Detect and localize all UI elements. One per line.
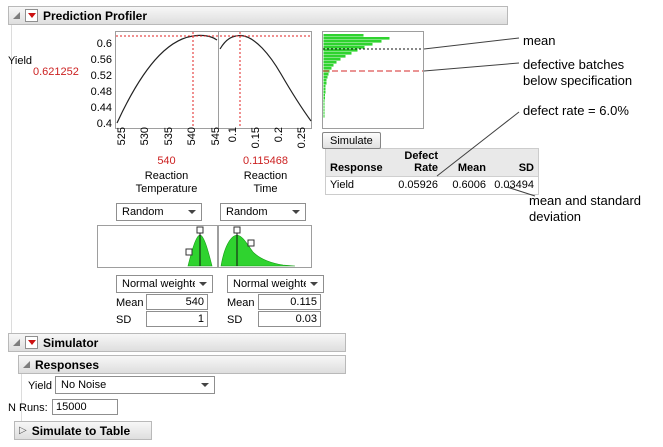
collapse-triangle-icon[interactable] [13,339,20,346]
outline-rail [11,25,12,333]
y-axis-tick: 0.4 [96,118,112,130]
factor-name-line2: Temperature [135,183,198,195]
cell-sd: 0.03494 [494,179,534,191]
simulator-header[interactable]: Simulator [8,333,346,352]
chevron-down-icon [292,210,300,214]
responses-header[interactable]: Responses [18,355,346,374]
sampling-select-value: Random [122,206,164,218]
annotation-defective-batches: defective batches below specification [523,57,633,88]
section-title: Simulator [43,335,99,350]
chevron-down-icon [188,210,196,214]
prediction-profiler-header[interactable]: Prediction Profiler [8,6,508,25]
sampling-select-value: Random [226,206,268,218]
distribution-select-value: Normal weighted [233,278,306,290]
factor-histogram-box-temperature [97,225,218,268]
y-axis-tick: 0.48 [90,86,112,98]
y-axis-title: Yield [8,55,33,67]
sampling-select-temperature[interactable]: Random [116,203,202,221]
collapse-triangle-icon[interactable] [13,12,20,19]
sd-label-temperature: SD [116,314,132,326]
factor-name-line1: Reaction [144,170,189,182]
sd-field-time[interactable] [258,311,321,327]
y-axis-tick: 0.52 [90,70,112,82]
distribution-select-value: Normal weighted [122,278,195,290]
mean-field-temperature[interactable] [146,294,208,310]
collapse-triangle-icon[interactable] [23,361,30,368]
red-triangle-glyph [27,340,36,345]
simulation-histogram-panel [322,31,424,129]
n-runs-label: N Runs: [8,402,48,414]
col-header-response: Response [326,149,384,177]
cell-response: Yield [330,179,355,191]
noise-select[interactable]: No Noise [55,376,215,394]
annotation-mean: mean [523,33,556,48]
n-runs-field[interactable] [52,399,118,415]
profiler-plot-area [115,31,312,129]
disclosure-closed-icon[interactable]: ▷ [19,424,27,436]
section-title: Simulate to Table [31,423,131,438]
noise-select-value: No Noise [61,379,107,391]
distribution-select-temperature[interactable]: Normal weighted [116,275,213,293]
annotation-defect-rate: defect rate = 6.0% [523,103,629,118]
predicted-value: 0.621252 [33,66,79,78]
red-triangle-glyph [27,13,36,18]
sd-field-temperature[interactable] [146,311,208,327]
sampling-select-time[interactable]: Random [220,203,306,221]
factor-name-line1: Reaction [243,170,288,182]
mean-label-time: Mean [227,297,255,309]
red-triangle-menu-icon[interactable] [25,336,38,349]
yield-response-label: Yield [28,380,53,392]
col-header-defect-rate: Defect Rate [384,149,442,177]
outline-rail [21,374,22,421]
col-header-sd: SD [490,149,538,177]
factor-name-line2: Time [253,183,278,195]
y-axis-tick: 0.56 [90,54,112,66]
section-title: Prediction Profiler [43,8,148,23]
factor-value-temperature: 540 [157,155,176,167]
connector-line-mean [423,37,520,50]
distribution-select-time[interactable]: Normal weighted [227,275,324,293]
cell-defect-rate: 0.05926 [398,179,438,191]
chevron-down-icon [199,282,207,286]
mean-label-temperature: Mean [116,297,144,309]
factor-value-time: 0.115468 [242,155,289,167]
section-title: Responses [35,357,100,372]
chevron-down-icon [310,282,318,286]
connector-line-defective [423,62,520,72]
factor-histogram-box-time [218,225,312,268]
simulate-button[interactable]: Simulate [322,132,381,149]
sd-label-time: SD [227,314,243,326]
simulation-results-table: Response Defect Rate Mean SD Yield 0.059… [325,148,539,195]
y-axis-tick: 0.44 [90,102,112,114]
annotation-mean-sd: mean and standard deviation [529,193,642,224]
col-header-mean: Mean [442,149,490,177]
simulate-to-table-header[interactable]: ▷ Simulate to Table [14,421,152,440]
panel-divider [218,31,219,129]
y-axis-tick: 0.6 [96,38,112,50]
red-triangle-menu-icon[interactable] [25,9,38,22]
cell-mean: 0.6006 [452,179,486,191]
chevron-down-icon [201,383,209,387]
mean-field-time[interactable] [258,294,321,310]
